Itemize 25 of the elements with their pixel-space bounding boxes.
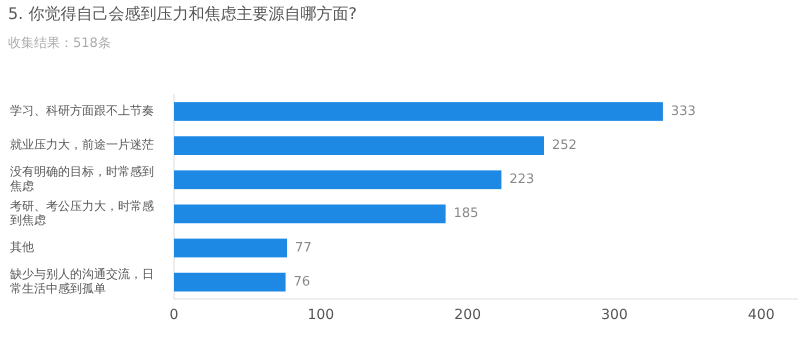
y-tick-label: 没有明确的目标，时常感到焦虑	[10, 164, 154, 194]
data-label: 333	[670, 104, 696, 119]
bar	[174, 136, 544, 155]
bar	[174, 238, 288, 258]
data-label: 223	[509, 172, 534, 188]
y-tick-label: 考研、考公压力大，时常感到焦虑	[10, 198, 154, 228]
y-tick-label: 其他	[10, 240, 34, 254]
data-label: 185	[454, 206, 478, 222]
x-tick-label: 400	[748, 307, 775, 324]
x-tick-label: 300	[601, 307, 628, 324]
y-tick-label: 学习、科研方面跟不上节奏	[10, 104, 154, 118]
y-tick-label: 就业压力大，前途一片迷茫	[10, 138, 154, 152]
x-tick-label: 200	[454, 307, 482, 324]
bar	[174, 170, 502, 190]
data-label: 252	[552, 138, 577, 153]
x-tick-label: 100	[307, 307, 334, 324]
chart-title: 5. 你觉得自己会感到压力和焦虑主要源自哪方面?	[8, 4, 357, 25]
bar	[174, 204, 446, 224]
data-label: 77	[295, 240, 312, 256]
text: 收集结果：518条	[8, 35, 111, 52]
data-label: 76	[294, 274, 310, 290]
y-tick-label: 缺少与别人的沟通交流，日常生活中感到孤单	[10, 267, 154, 296]
bar	[174, 102, 663, 121]
bar	[174, 272, 286, 292]
x-tick-label: 0	[170, 307, 178, 324]
